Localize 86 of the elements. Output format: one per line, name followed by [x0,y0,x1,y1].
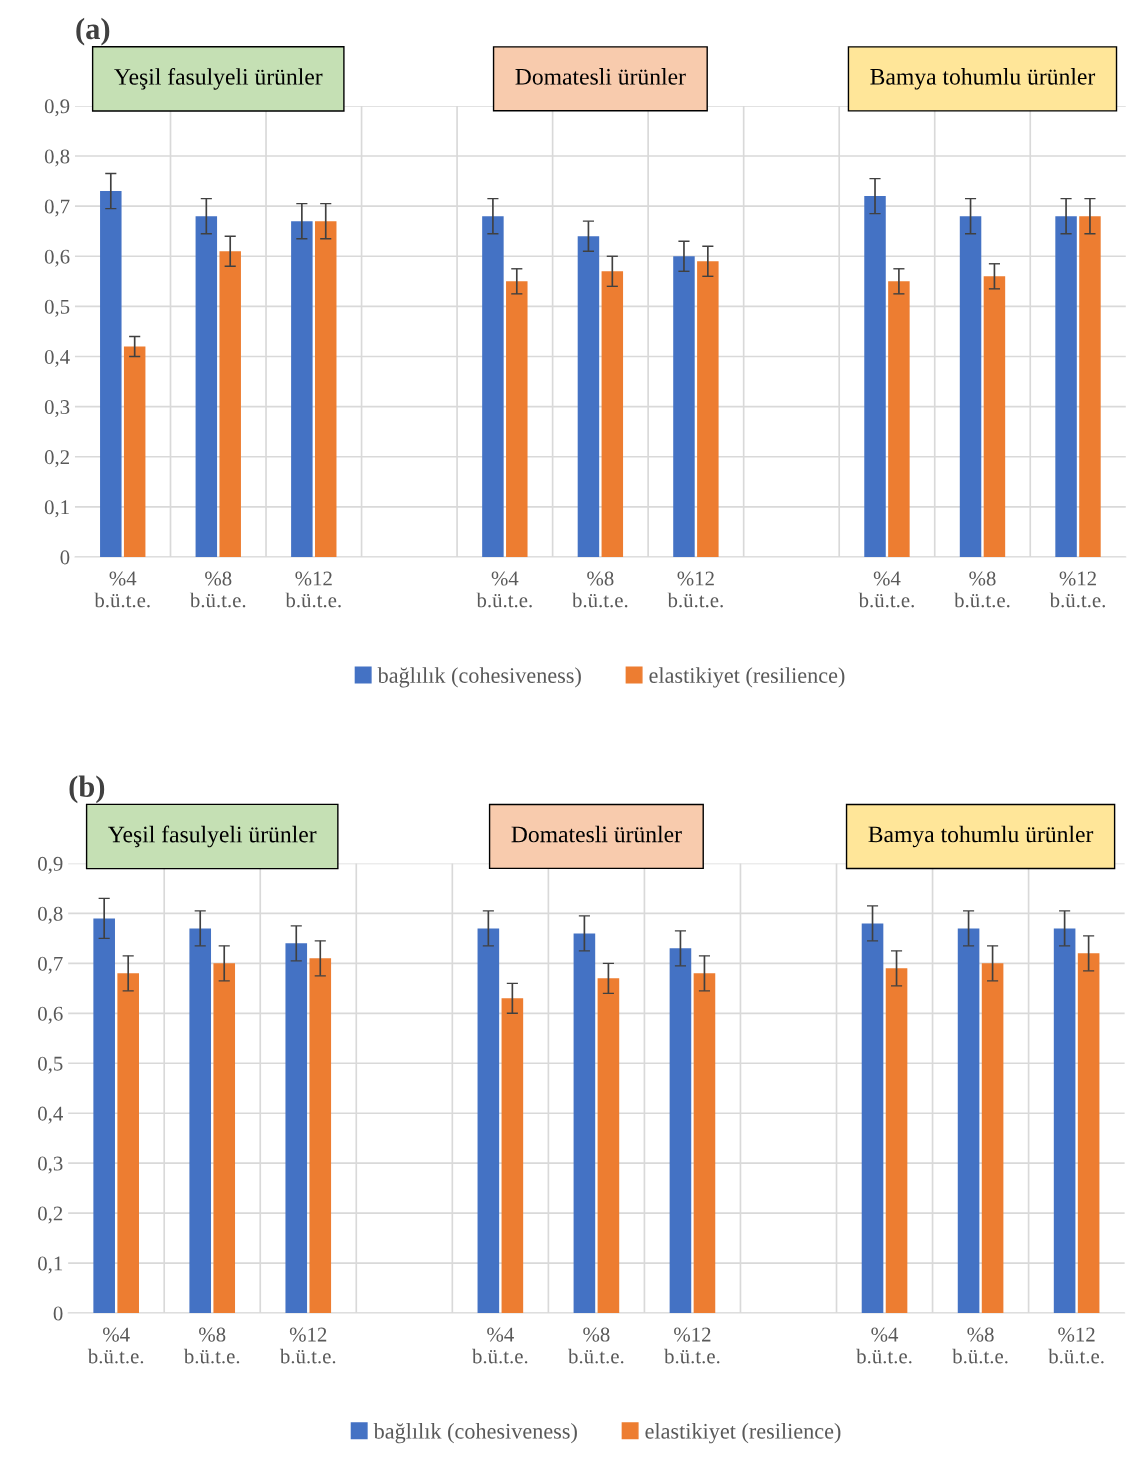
bar [864,196,886,557]
bar [1055,216,1077,557]
bar [981,963,1004,1314]
y-tick-label: 0,6 [38,1006,63,1024]
text: Domatesli ürünler [511,825,682,843]
bar [669,948,692,1314]
y-tick-label: 0 [60,550,70,565]
x-tick-label: %8 b.ü.t.e. [954,571,1010,608]
x-tick-label: %12 b.ü.t.e. [1048,1327,1104,1364]
y-tick-label: 0,7 [38,956,63,974]
bar [285,943,308,1314]
y-tick-label: 0,2 [38,1206,63,1224]
x-tick-label: %12 b.ü.t.e. [667,571,723,608]
x-tick-label: %12 b.ü.t.e. [285,571,341,608]
x-tick-label: %12 b.ü.t.e. [1049,571,1105,608]
text: Yeşil fasulyeli ürünler [114,67,323,90]
bar [506,281,528,557]
bar [213,963,236,1314]
x-tick-label: %4 b.ü.t.e. [94,571,150,608]
chart-title: (a) [76,17,110,46]
y-tick-label: 0,7 [44,199,70,217]
x-tick-label: %4 b.ü.t.e. [472,1327,528,1364]
bar [983,276,1006,557]
bar [219,251,241,557]
y-tick-label: 0,3 [38,1156,63,1174]
x-tick-label: %4 b.ü.t.e. [858,571,914,608]
y-tick-label: 0 [53,1306,63,1321]
y-tick-label: 0,8 [38,906,63,924]
bar [123,346,146,557]
text: Bamya tohumlu ürünler [870,68,1096,90]
bar [501,998,524,1314]
x-tick-label: %4 b.ü.t.e. [856,1327,912,1364]
bar [477,928,500,1314]
y-tick-label: 0,4 [38,1106,63,1124]
y-tick-label: 0,1 [44,500,69,518]
bar [314,221,337,557]
x-tick-label: %8 b.ü.t.e. [568,1327,624,1364]
x-tick-label: %12 b.ü.t.e. [279,1327,336,1364]
y-tick-label: 0,3 [44,400,70,418]
bar [117,973,139,1314]
y-tick-label: 0,8 [44,149,70,167]
bar [885,968,908,1314]
legend-label: bağlılık (cohesiveness) [377,667,581,688]
x-tick-label: %8 b.ü.t.e. [183,1327,240,1364]
legend-label: elastikiyet (resilience) [645,1423,841,1444]
x-tick-label: %12 b.ü.t.e. [664,1327,720,1364]
bar [693,973,716,1314]
y-tick-label: 0,5 [44,299,70,317]
bar [291,221,313,557]
bar [482,216,504,557]
y-tick-label: 0,4 [44,349,70,367]
bar [861,923,884,1314]
x-tick-label: %8 b.ü.t.e. [572,571,628,608]
bar [959,216,982,557]
bar [1079,216,1101,557]
y-tick-label: 0,1 [38,1256,63,1274]
bar [1053,928,1076,1314]
y-tick-label: 0,2 [44,450,69,468]
bar [93,918,115,1314]
bar [888,281,910,557]
bar [189,928,212,1314]
bar [309,958,332,1314]
text: Domatesli ürünler [515,68,686,85]
x-tick-label: %8 b.ü.t.e. [189,571,246,608]
y-tick-label: 0,5 [38,1056,63,1074]
bar [195,216,218,557]
legend-label: bağlılık (cohesiveness) [373,1423,577,1444]
text: Bamya tohumlu ürünler [868,825,1094,848]
y-tick-label: 0,9 [38,856,63,874]
bar [597,978,620,1314]
x-tick-label: %4 b.ü.t.e. [87,1327,144,1364]
bar [957,928,980,1314]
bar [697,261,719,557]
bar [601,271,624,557]
bar [573,933,596,1314]
bar [1077,953,1100,1314]
legend-label: elastikiyet (resilience) [649,667,845,688]
bar [673,256,695,557]
y-tick-label: 0,9 [44,99,70,117]
x-tick-label: %4 b.ü.t.e. [476,571,532,608]
y-tick-label: 0,6 [44,249,70,267]
chart-title: (b) [69,775,105,804]
text: Yeşil fasulyeli ürünler [108,825,317,848]
x-tick-label: %8 b.ü.t.e. [952,1327,1008,1364]
bar [577,236,600,557]
bar [100,191,122,557]
